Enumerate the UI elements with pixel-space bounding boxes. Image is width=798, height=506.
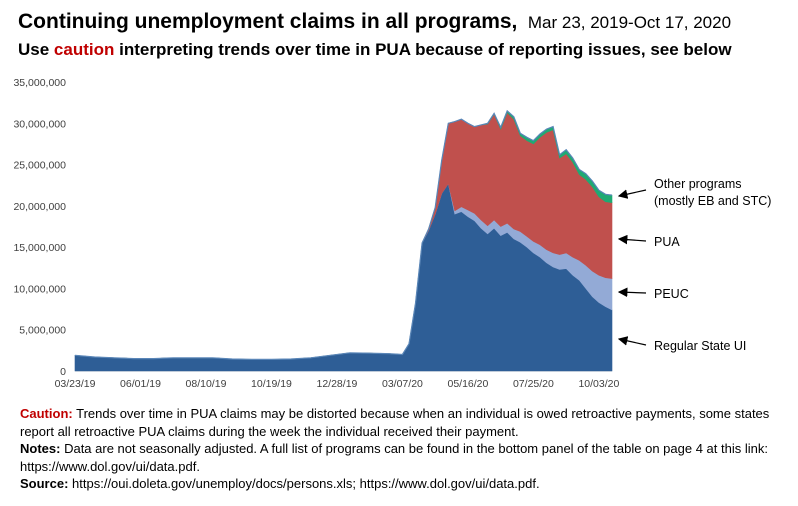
annotation-other-programs: Other programs xyxy=(654,177,742,191)
area-top-outline xyxy=(74,109,613,360)
y-tick-label: 30,000,000 xyxy=(13,118,66,130)
annotation-arrow xyxy=(617,336,647,346)
notes-section: Caution: Trends over time in PUA claims … xyxy=(20,405,790,493)
annotation-peuc: PEUC xyxy=(654,287,689,301)
subtitle-post: interpreting trends over time in PUA bec… xyxy=(119,40,732,59)
chart-annotations: Other programs (mostly EB and STC) PUA PEUC… xyxy=(617,177,771,353)
source-label: Source: xyxy=(20,476,69,491)
x-tick-label: 06/01/19 xyxy=(120,378,161,390)
annotation-arrow xyxy=(617,287,647,298)
x-tick-label: 07/25/20 xyxy=(513,378,554,390)
notes-label: Notes: xyxy=(20,441,61,456)
x-tick-label: 05/16/20 xyxy=(447,378,488,390)
annotation-arrow xyxy=(617,189,647,199)
annotation-arrow xyxy=(617,234,647,245)
y-tick-label: 15,000,000 xyxy=(13,242,66,254)
x-tick-label: 03/23/19 xyxy=(55,378,96,390)
chart-subtitle: Use caution interpreting trends over tim… xyxy=(18,40,732,60)
annotation-other-programs: (mostly EB and STC) xyxy=(654,194,771,208)
x-tick-label: 12/28/19 xyxy=(317,378,358,390)
x-tick-label: 03/07/20 xyxy=(382,378,423,390)
caution-label: Caution: xyxy=(20,406,73,421)
annotation-regular-state-ui: Regular State UI xyxy=(654,339,746,353)
x-axis: 03/23/19 06/01/19 08/10/19 10/19/19 12/28/19… xyxy=(55,370,619,390)
title-date-range: Mar 23, 2019-Oct 17, 2020 xyxy=(527,13,732,32)
source-note: Source: https://oui.doleta.gov/unemploy/… xyxy=(20,475,790,493)
caution-text: Trends over time in PUA claims may be di… xyxy=(20,406,770,439)
subtitle-caution-word: caution xyxy=(53,40,115,59)
y-tick-label: 35,000,000 xyxy=(13,77,66,89)
subtitle-pre: Use xyxy=(18,40,50,59)
y-axis: 0 5,000,000 10,000,000 15,000,000 20,000,000… xyxy=(13,77,66,378)
notes-text: Data are not seasonally adjusted. A full… xyxy=(20,441,768,474)
chart-areas xyxy=(74,109,613,372)
y-tick-label: 20,000,000 xyxy=(13,201,66,213)
source-text: https://oui.doleta.gov/unemploy/docs/per… xyxy=(72,476,540,491)
y-tick-label: 10,000,000 xyxy=(13,283,66,295)
x-tick-label: 10/03/20 xyxy=(578,378,619,390)
y-tick-label: 25,000,000 xyxy=(13,160,66,172)
chart-title: Continuing unemployment claims in all pr… xyxy=(18,10,731,34)
title-main: Continuing unemployment claims in all pr… xyxy=(18,10,518,33)
caution-note: Caution: Trends over time in PUA claims … xyxy=(20,405,790,440)
x-tick-label: 10/19/19 xyxy=(251,378,292,390)
area-chart: 0 5,000,000 10,000,000 15,000,000 20,000,000… xyxy=(13,77,771,390)
x-tick-label: 08/10/19 xyxy=(186,378,227,390)
notes-note: Notes: Data are not seasonally adjusted.… xyxy=(20,440,790,475)
y-tick-label: 0 xyxy=(60,366,66,378)
annotation-pua: PUA xyxy=(654,235,680,249)
y-tick-label: 5,000,000 xyxy=(19,325,66,337)
